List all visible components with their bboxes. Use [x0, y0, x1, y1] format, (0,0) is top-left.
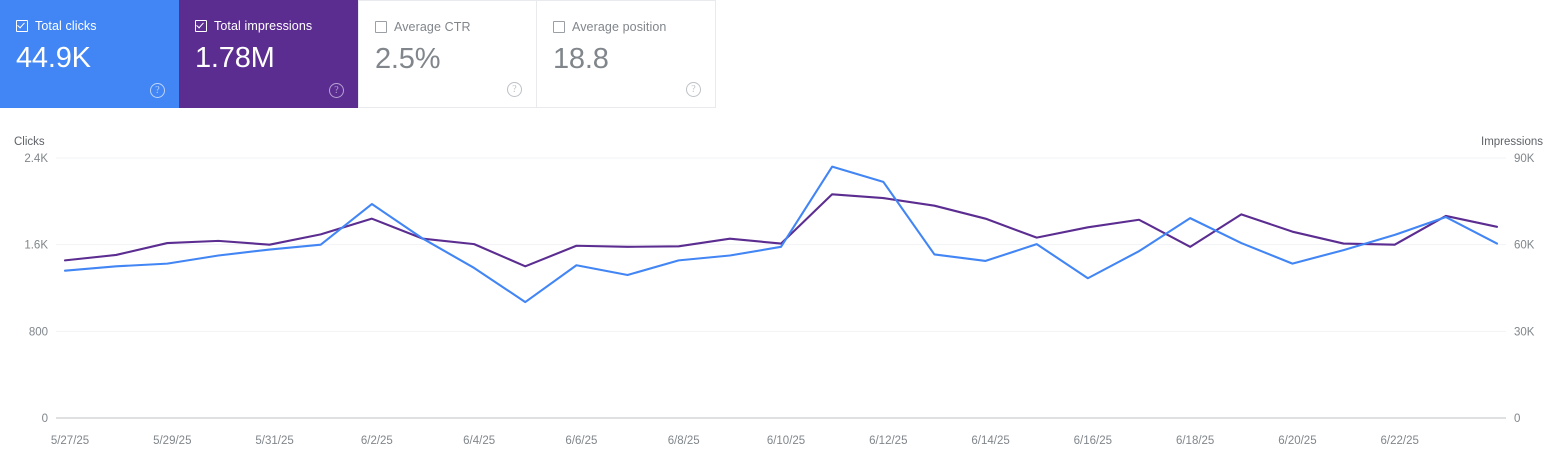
checkbox-average-position[interactable]	[553, 21, 565, 33]
x-axis-tick: 6/14/25	[971, 435, 1009, 447]
metric-card-total-clicks[interactable]: Total clicks 44.9K ?	[0, 0, 179, 108]
help-icon-average-ctr[interactable]: ?	[507, 82, 522, 97]
metric-cards-row: Total clicks 44.9K ? Total impressions 1…	[0, 0, 716, 108]
help-icon-total-impressions[interactable]: ?	[329, 83, 344, 98]
x-axis-tick: 6/6/25	[565, 435, 597, 447]
metric-card-header: Average position	[553, 19, 699, 35]
metric-card-header: Total clicks	[16, 18, 163, 34]
x-axis-tick-labels: 5/27/25 5/29/25 5/31/25 6/2/25 6/4/25 6/6/25 6…	[51, 435, 1419, 447]
help-icon-average-position[interactable]: ?	[686, 82, 701, 97]
x-axis-tick: 6/22/25	[1381, 435, 1419, 447]
metric-value-average-ctr: 2.5%	[375, 43, 441, 75]
right-axis-tick: 0	[1514, 413, 1520, 425]
x-axis-tick: 6/12/25	[869, 435, 907, 447]
right-axis-tick: 90K	[1514, 153, 1535, 165]
checkbox-average-ctr[interactable]	[375, 21, 387, 33]
x-axis-tick: 6/20/25	[1278, 435, 1316, 447]
metric-value-average-position: 18.8	[553, 43, 609, 75]
left-axis-title: Clicks	[14, 136, 45, 148]
left-axis-tick: 0	[42, 413, 48, 425]
x-axis-tick: 6/2/25	[361, 435, 393, 447]
metric-card-header: Total impressions	[195, 18, 342, 34]
x-axis-tick: 5/29/25	[153, 435, 191, 447]
metric-label-average-ctr: Average CTR	[394, 20, 471, 34]
right-axis-tick: 30K	[1514, 326, 1535, 338]
metric-card-average-position[interactable]: Average position 18.8 ?	[537, 0, 716, 108]
series-line-total-clicks	[63, 165, 1499, 304]
checkbox-total-clicks[interactable]	[16, 20, 28, 32]
performance-chart[interactable]: 2.4K 1.6K 800 0 90K 60K 30K 0 5/27/25 5/29/25 5/…	[0, 108, 1557, 471]
metric-label-average-position: Average position	[572, 20, 667, 34]
help-icon-total-clicks[interactable]: ?	[150, 83, 165, 98]
metric-card-total-impressions[interactable]: Total impressions 1.78M ?	[179, 0, 358, 108]
metric-value-total-impressions: 1.78M	[195, 42, 275, 74]
x-axis-tick: 6/8/25	[668, 435, 700, 447]
metric-card-header: Average CTR	[375, 19, 520, 35]
left-axis-tick: 2.4K	[24, 153, 48, 165]
metric-card-average-ctr[interactable]: Average CTR 2.5% ?	[358, 0, 537, 108]
chart-series-lines	[63, 165, 1499, 304]
metric-label-total-impressions: Total impressions	[214, 19, 313, 33]
x-axis-tick: 6/4/25	[463, 435, 495, 447]
chart-gridlines	[56, 157, 1506, 419]
series-line-total-impressions	[63, 193, 1499, 268]
right-axis-title: Impressions	[1481, 136, 1543, 148]
x-axis-tick: 5/27/25	[51, 435, 89, 447]
x-axis-tick: 6/16/25	[1074, 435, 1112, 447]
x-axis-tick: 5/31/25	[255, 435, 293, 447]
metric-label-total-clicks: Total clicks	[35, 19, 97, 33]
x-axis-tick: 6/10/25	[767, 435, 805, 447]
left-axis-tick: 800	[29, 326, 48, 338]
left-axis-tick-labels: 2.4K 1.6K 800 0	[24, 153, 48, 425]
right-axis-tick-labels: 90K 60K 30K 0	[1514, 153, 1535, 425]
x-axis-tick: 6/18/25	[1176, 435, 1214, 447]
right-axis-tick: 60K	[1514, 240, 1535, 252]
checkbox-total-impressions[interactable]	[195, 20, 207, 32]
left-axis-tick: 1.6K	[24, 240, 48, 252]
metric-value-total-clicks: 44.9K	[16, 42, 91, 74]
